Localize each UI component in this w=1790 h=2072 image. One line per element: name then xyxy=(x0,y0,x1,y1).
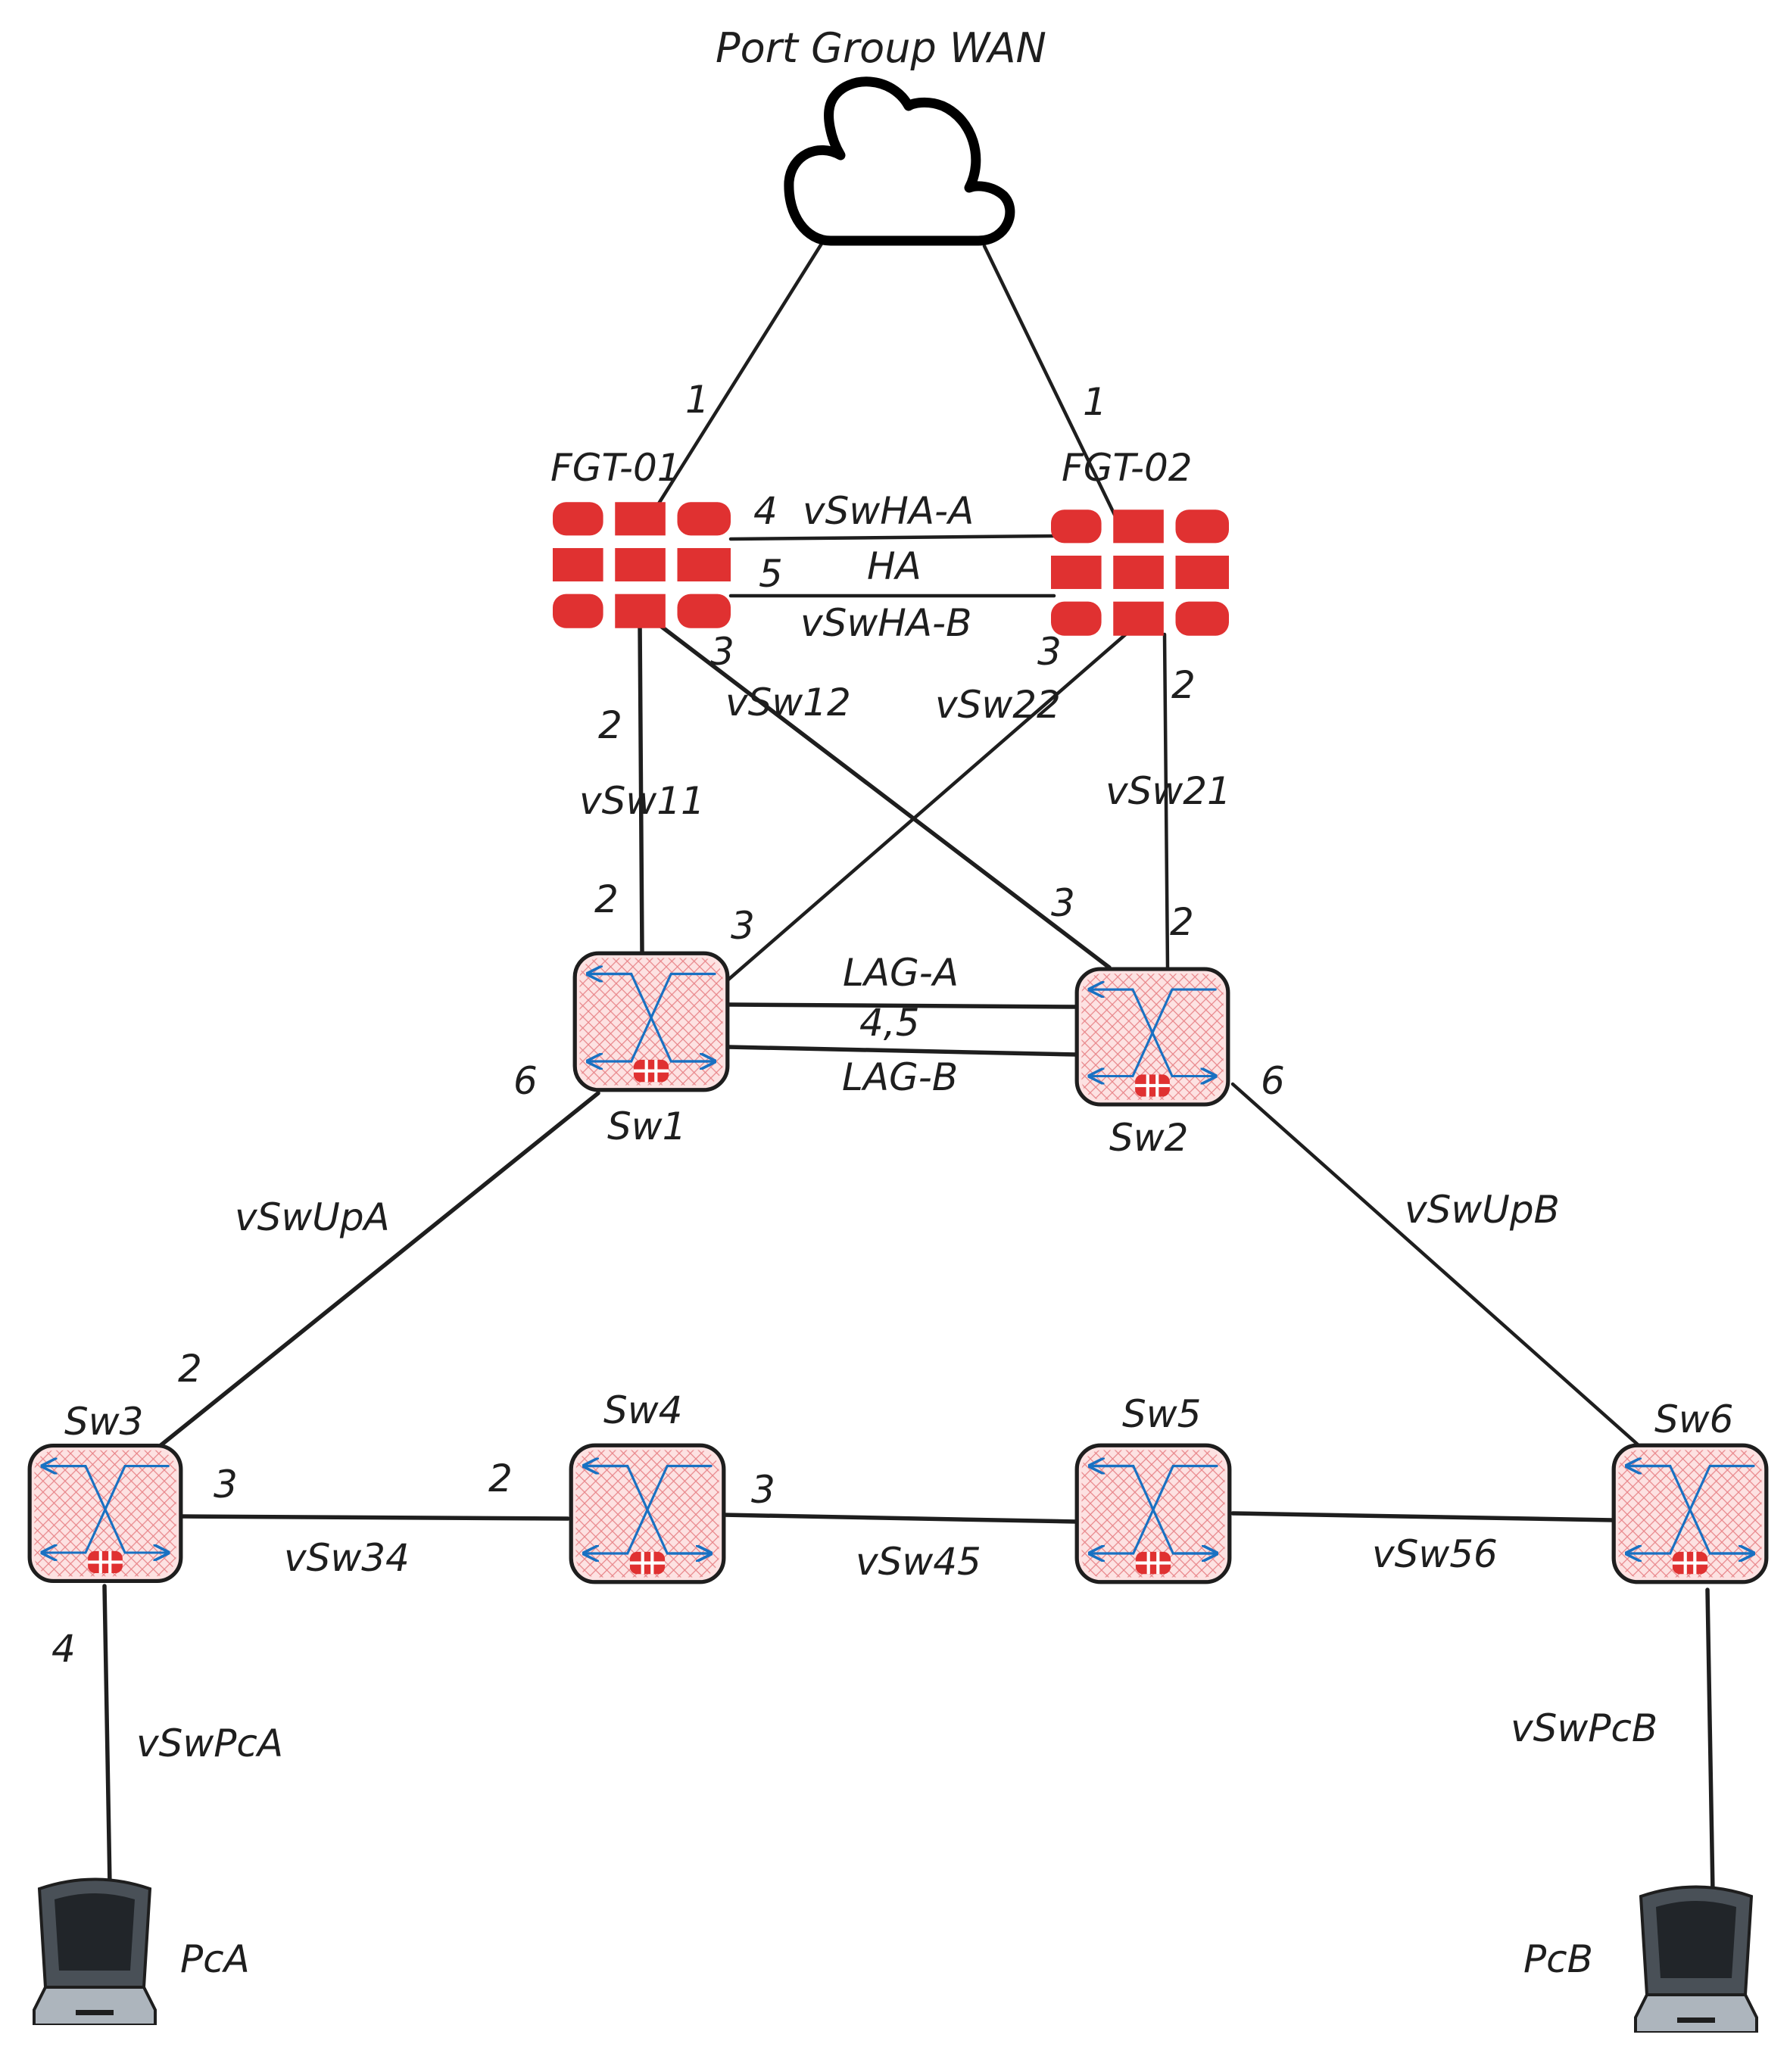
port-sw1-p6: 6 xyxy=(513,1059,538,1103)
label-sw1: Sw1 xyxy=(607,1105,686,1148)
label-sw3: Sw3 xyxy=(64,1400,143,1444)
pc-b-monitor-icon xyxy=(1634,1885,1758,2033)
link-vsw22 xyxy=(721,630,1130,986)
label-vswpcb: vSwPcB xyxy=(1511,1706,1657,1750)
label-lag-b: LAG-B xyxy=(842,1055,958,1099)
link-vsw56 xyxy=(1230,1511,1615,1522)
label-pca: PcA xyxy=(180,1937,250,1981)
label-sw5: Sw5 xyxy=(1122,1392,1201,1436)
switch-sw3-icon xyxy=(30,1446,181,1581)
port-sw2-p6: 6 xyxy=(1261,1059,1285,1103)
link-vsw45 xyxy=(721,1513,1079,1524)
label-vswha-b: vSwHA-B xyxy=(800,601,971,645)
link-vsw21 xyxy=(1162,632,1170,970)
title-port-group-wan: Port Group WAN xyxy=(716,24,1046,72)
switch-sw4-icon xyxy=(571,1445,724,1582)
label-lag-ports: 4,5 xyxy=(859,1001,920,1045)
cloud-icon xyxy=(784,76,1015,246)
label-sw4: Sw4 xyxy=(603,1388,682,1432)
port-fgt02-wan: 1 xyxy=(1083,380,1107,424)
port-sw3-p4: 4 xyxy=(51,1627,76,1671)
label-vsw12: vSw12 xyxy=(725,681,851,724)
label-sw6: Sw6 xyxy=(1654,1397,1733,1441)
switch-sw6-icon xyxy=(1614,1445,1767,1582)
port-sw1-p3: 3 xyxy=(731,904,755,948)
link-vswpca xyxy=(102,1584,112,1887)
label-vswupb: vSwUpB xyxy=(1405,1188,1560,1232)
label-vsw22: vSw22 xyxy=(935,683,1061,727)
link-wan-fgt02 xyxy=(982,244,1117,517)
switch-sw5-icon xyxy=(1077,1445,1230,1582)
switch-sw1-icon xyxy=(575,953,728,1090)
port-sw3-p2: 2 xyxy=(178,1347,202,1391)
link-wan-fgt01 xyxy=(656,241,824,506)
port-sw3-p3: 3 xyxy=(214,1463,238,1506)
port-fgt02-p2: 2 xyxy=(1171,663,1196,707)
port-sw1-p2: 2 xyxy=(594,877,619,921)
link-vsw34 xyxy=(179,1514,570,1521)
switch-sw2-icon xyxy=(1077,969,1228,1105)
label-sw2: Sw2 xyxy=(1109,1116,1188,1160)
links-layer xyxy=(102,241,1715,1895)
port-fgt01-ha-a: 4 xyxy=(753,489,778,533)
port-fgt02-p3: 3 xyxy=(1037,630,1062,674)
label-vsw21: vSw21 xyxy=(1105,769,1231,813)
link-vsw12 xyxy=(656,622,1112,970)
label-vswpca: vSwPcA xyxy=(136,1721,283,1765)
link-vsw11 xyxy=(638,620,644,954)
link-vswha-a xyxy=(728,534,1056,541)
link-vswupa xyxy=(153,1091,600,1452)
port-sw4-p2: 2 xyxy=(488,1457,513,1500)
port-fgt01-ha-b: 5 xyxy=(759,552,783,596)
label-ha: HA xyxy=(867,544,922,588)
label-fgt02: FGT-02 xyxy=(1062,446,1193,490)
label-pcb: PcB xyxy=(1523,1937,1593,1981)
port-fgt01-p3: 3 xyxy=(710,630,734,674)
fortigate-fgt01-icon xyxy=(553,502,731,628)
label-vsw45: vSw45 xyxy=(856,1540,981,1584)
port-sw2-p2: 2 xyxy=(1170,900,1194,944)
label-fgt01: FGT-01 xyxy=(550,446,681,490)
port-sw4-p3: 3 xyxy=(751,1468,775,1512)
port-fgt01-p2: 2 xyxy=(598,703,622,747)
port-sw2-p3: 3 xyxy=(1051,881,1075,925)
port-fgt01-wan: 1 xyxy=(685,378,709,422)
label-vsw56: vSw56 xyxy=(1372,1532,1498,1576)
link-vswupb xyxy=(1230,1082,1642,1448)
link-lag-b xyxy=(726,1045,1079,1057)
label-vswupa: vSwUpA xyxy=(235,1195,390,1239)
link-vswpcb xyxy=(1705,1587,1715,1895)
label-vsw11: vSw11 xyxy=(579,779,705,823)
fortigate-fgt02-icon xyxy=(1051,509,1229,636)
label-vswha-a: vSwHA-A xyxy=(803,489,974,533)
label-lag-a: LAG-A xyxy=(843,951,959,995)
label-vsw34: vSw34 xyxy=(284,1536,410,1580)
pc-a-monitor-icon xyxy=(33,1877,157,2025)
link-lag-a xyxy=(726,1002,1079,1009)
